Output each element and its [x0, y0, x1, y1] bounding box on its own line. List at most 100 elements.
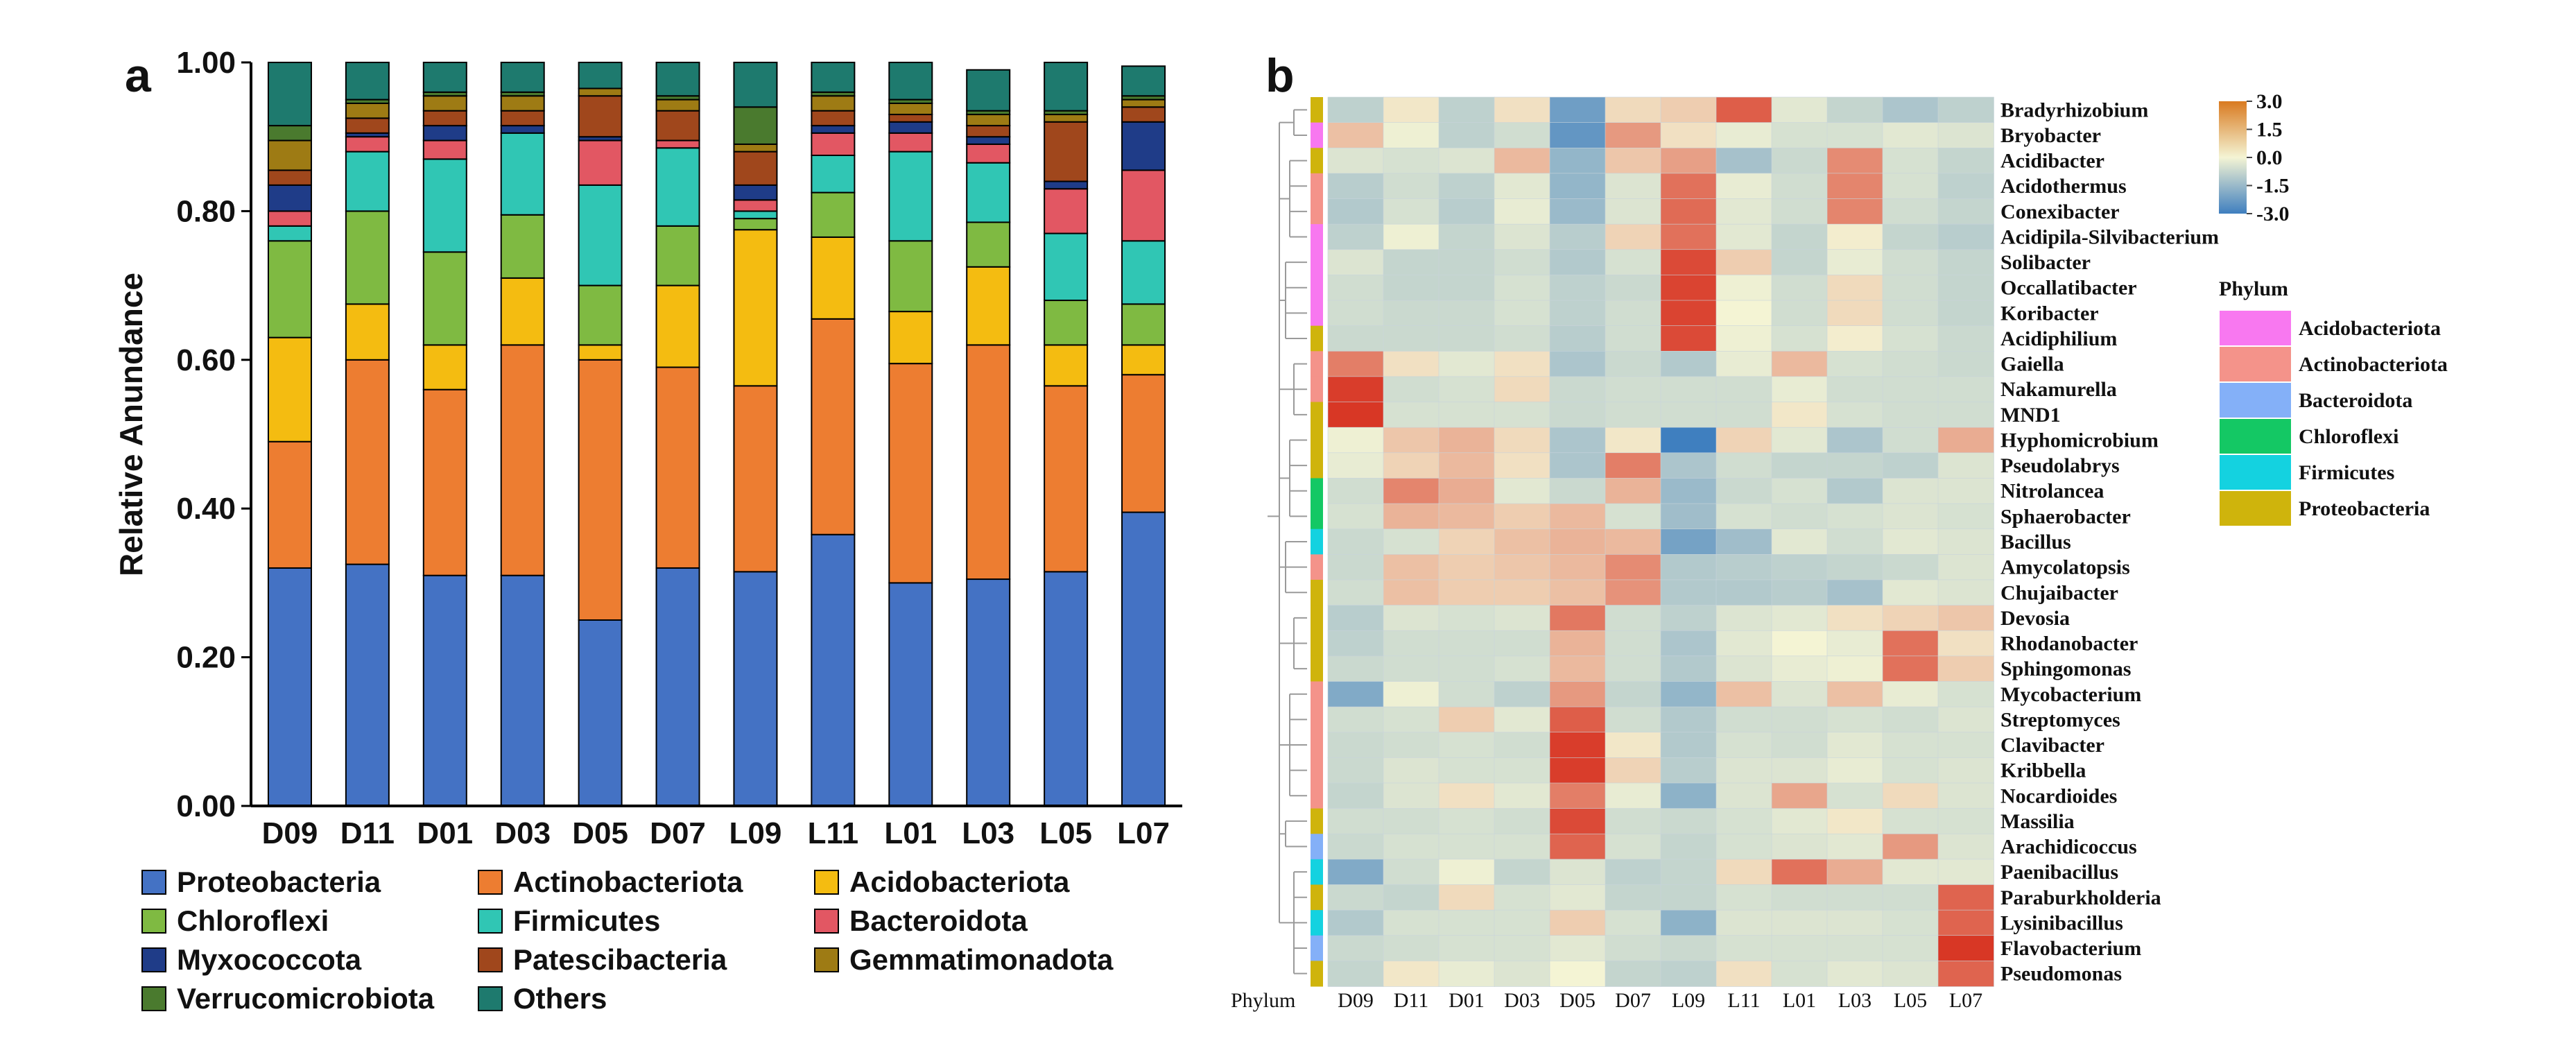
heatmap-cell-solibacter-d07: [1605, 249, 1661, 276]
heatmap-cell-conexibacter-d03: [1494, 198, 1550, 225]
heatmap-cell-bryobacter-d11: [1383, 122, 1440, 149]
heatmap-cell-acidiphilium-l11: [1715, 325, 1772, 352]
heatmap-cell-gaiella-l11: [1715, 350, 1772, 377]
heatmap-cell-paenibacillus-d07: [1605, 859, 1661, 886]
heatmap-cell-gaiella-l03: [1826, 350, 1883, 377]
column-label-d05: D05: [1559, 989, 1596, 1012]
heatmap-cell-acidothermus-d01: [1438, 173, 1495, 200]
y-tick-label: 0.80: [176, 194, 236, 228]
heatmap-cell-rhodanobacter-d11: [1383, 630, 1440, 657]
bar-segment-firmicutes-d03: [500, 132, 545, 216]
bar-segment-bacteroidota-d11: [345, 136, 390, 153]
heatmap-cell-mycobacterium-l11: [1715, 681, 1772, 707]
heatmap-cell-bryobacter-l07: [1937, 122, 1994, 149]
bar-segment-actinobacteriota-d09: [267, 440, 312, 569]
heatmap-cell-amycolatopsis-d11: [1383, 554, 1440, 581]
heatmap-cell-arachidicoccus-l09: [1660, 833, 1717, 860]
colorbar-tick-label: -1.5: [2256, 175, 2290, 198]
heatmap-cell-acidiphilium-d05: [1549, 325, 1606, 352]
heatmap-cell-koribacter-l09: [1660, 300, 1717, 327]
heatmap-cell-pseudolabrys-d01: [1438, 452, 1495, 479]
panel-b-row-labels: Bradyrhizobium Bryobacter AcidibacterAcido…: [2000, 98, 2219, 985]
heatmap-cell-koribacter-l11: [1715, 300, 1772, 327]
phylum-strip-bacillus: [1311, 529, 1323, 555]
heatmap-cell-nitrolancea-d07: [1605, 478, 1661, 504]
heatmap-cell-flavobacterium-d05: [1549, 935, 1606, 962]
bar-segment-patescibacteria-d09: [267, 169, 312, 186]
heatmap-cell-clavibacter-d11: [1383, 732, 1440, 759]
heatmap-cell-mycobacterium-d01: [1438, 681, 1495, 707]
bar-segment-acidobacteriota-l05: [1044, 344, 1089, 387]
panel-b-heatmap-cells: [1327, 96, 1994, 987]
heatmap-cell-amycolatopsis-d07: [1605, 554, 1661, 581]
heatmap-cell-paraburkholderia-l09: [1660, 884, 1717, 911]
legend-swatch-others: [478, 986, 503, 1011]
row-label-solibacter: Solibacter: [2000, 251, 2091, 274]
bar-segment-firmicutes-d07: [655, 147, 700, 227]
heatmap-cell-paraburkholderia-d11: [1383, 884, 1440, 911]
phylum-strip-amycolatopsis: [1311, 554, 1323, 581]
bar-segment-others-d11: [345, 62, 390, 101]
bar-segment-patescibacteria-l07: [1121, 106, 1166, 123]
legend-swatch-patescibacteria: [478, 947, 503, 972]
phylum-legend-swatch-firmicutes: [2218, 454, 2292, 491]
heatmap-cell-pseudolabrys-l01: [1771, 452, 1828, 479]
heatmap-cell-paraburkholderia-d05: [1549, 884, 1606, 911]
row-label-mnd1: MND1: [2000, 404, 2061, 427]
panel-b-row-dendrogram: [1268, 109, 1307, 974]
heatmap-cell-lysinibacillus-d11: [1383, 909, 1440, 936]
bar-segment-firmicutes-d11: [345, 151, 390, 212]
heatmap-cell-lysinibacillus-d07: [1605, 909, 1661, 936]
bar-segment-acidobacteriota-d11: [345, 303, 390, 361]
column-label-l05: L05: [1894, 989, 1927, 1012]
heatmap-cell-koribacter-d09: [1327, 300, 1384, 327]
heatmap-cell-acidiphilium-d07: [1605, 325, 1661, 352]
heatmap-cell-acidipila-silvibacterium-d05: [1549, 223, 1606, 250]
heatmap-cell-mnd1-d05: [1549, 402, 1606, 428]
bar-segment-bacteroidota-d07: [655, 139, 700, 149]
heatmap-cell-acidothermus-l07: [1937, 173, 1994, 200]
heatmap-cell-mycobacterium-l05: [1882, 681, 1939, 707]
panel-b-phylum-strip: [1311, 97, 1323, 987]
column-label-l03: L03: [1838, 989, 1872, 1012]
bar-segment-gemmatimonadota-l11: [811, 95, 856, 112]
heatmap-cell-chujaibacter-l07: [1937, 579, 1994, 606]
legend-swatch-firmicutes: [478, 909, 503, 934]
x-tick-label: L03: [962, 816, 1014, 850]
bar-segment-bacteroidota-d09: [267, 210, 312, 227]
heatmap-cell-hyphomicrobium-d07: [1605, 427, 1661, 454]
phylum-strip-rhodanobacter: [1311, 630, 1323, 657]
heatmap-cell-devosia-d01: [1438, 605, 1495, 631]
heatmap-cell-streptomyces-d09: [1327, 706, 1384, 733]
heatmap-cell-massilia-d07: [1605, 808, 1661, 835]
heatmap-cell-lysinibacillus-l03: [1826, 909, 1883, 936]
heatmap-cell-streptomyces-l07: [1937, 706, 1994, 733]
phylum-strip-nakamurella: [1311, 376, 1323, 403]
bar-segment-chloroflexi-d01: [422, 251, 467, 346]
heatmap-cell-arachidicoccus-l11: [1715, 833, 1772, 860]
bar-segment-verrucomicrobiota-d09: [267, 125, 312, 141]
heatmap-cell-paraburkholderia-d03: [1494, 884, 1550, 911]
heatmap-cell-nocardioides-d05: [1549, 782, 1606, 809]
heatmap-cell-bacillus-d11: [1383, 529, 1440, 556]
heatmap-cell-acidipila-silvibacterium-l05: [1882, 223, 1939, 250]
phylum-strip-chujaibacter: [1311, 579, 1323, 606]
heatmap-cell-occallatibacter-d07: [1605, 275, 1661, 301]
row-label-koribacter: Koribacter: [2000, 302, 2099, 325]
heatmap-cell-pseudomonas-d05: [1549, 961, 1606, 987]
phylum-strip-nocardioides: [1311, 782, 1323, 809]
heatmap-cell-bradyrhizobium-d09: [1327, 96, 1384, 123]
bar-segment-myxococcota-l09: [733, 184, 778, 201]
panel-b-phylum-column-label: Phylum: [1231, 989, 1295, 1012]
heatmap-cell-bacillus-l11: [1715, 529, 1772, 556]
heatmap-cell-arachidicoccus-l03: [1826, 833, 1883, 860]
heatmap-cell-lysinibacillus-d03: [1494, 909, 1550, 936]
heatmap-cell-mycobacterium-d05: [1549, 681, 1606, 707]
bar-segment-acidobacteriota-l09: [733, 229, 778, 387]
heatmap-cell-solibacter-l07: [1937, 249, 1994, 276]
legend-swatch-verrucomicrobiota: [141, 986, 166, 1011]
heatmap-cell-clavibacter-d03: [1494, 732, 1550, 759]
heatmap-cell-bryobacter-d07: [1605, 122, 1661, 149]
phylum-strip-sphingomonas: [1311, 655, 1323, 682]
colorbar-tick-label: 1.5: [2256, 119, 2283, 141]
